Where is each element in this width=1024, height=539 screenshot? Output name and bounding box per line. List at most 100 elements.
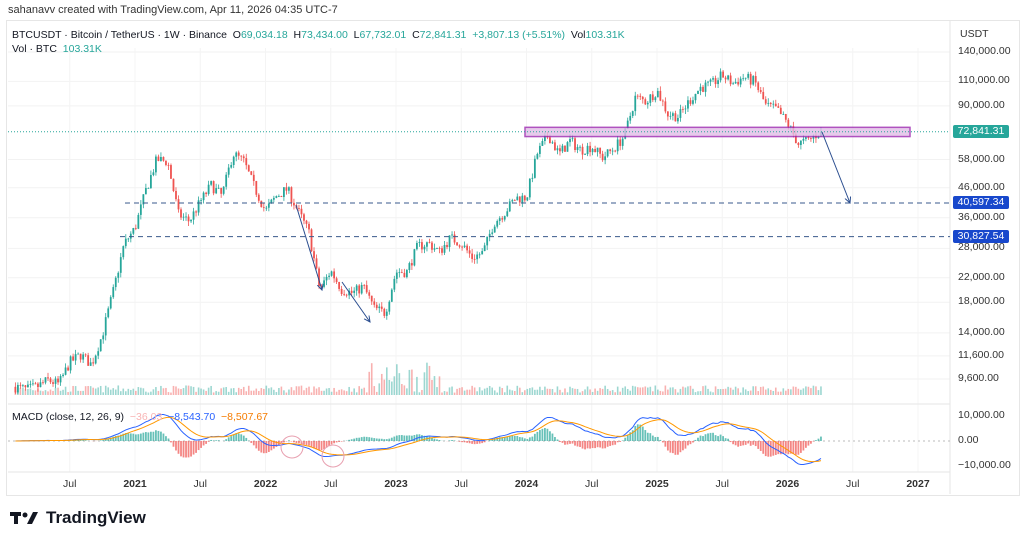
- x-tick-label: Jul: [715, 478, 729, 490]
- macd-histogram-bar: [817, 438, 820, 441]
- candle-body: [538, 145, 541, 154]
- macd-title[interactable]: MACD (close, 12, 26, 9): [12, 411, 125, 423]
- macd-histogram-bar: [205, 441, 208, 444]
- candle-body: [59, 376, 62, 383]
- candle-body: [581, 146, 584, 155]
- candle-body: [596, 147, 599, 153]
- candle-body: [769, 102, 772, 105]
- macd-histogram-bar: [754, 441, 757, 447]
- volume-bar: [52, 390, 54, 395]
- macd-histogram-bar: [556, 439, 559, 441]
- macd-histogram-bar: [810, 441, 812, 444]
- candle-body: [544, 135, 546, 141]
- volume-bar: [109, 389, 112, 395]
- volume-bar: [529, 388, 531, 395]
- volume-bar: [704, 385, 707, 395]
- x-tick-label: Jul: [846, 478, 860, 490]
- candle-body: [626, 120, 629, 129]
- volume-bar: [458, 387, 461, 395]
- macd-histogram-bar: [99, 440, 102, 441]
- volume-bar: [576, 388, 579, 395]
- macd-histogram-bar: [408, 435, 411, 441]
- volume-bar: [619, 391, 621, 395]
- macd-signal-value: −8,507.67: [221, 411, 269, 423]
- macd-histogram-bar: [400, 435, 403, 441]
- macd-histogram-bar: [496, 437, 499, 441]
- volume-bar: [258, 390, 260, 395]
- candle-body: [42, 382, 44, 384]
- volume-bar: [225, 387, 227, 395]
- macd-histogram-bar: [378, 438, 381, 441]
- volume-bar: [185, 385, 187, 395]
- candle-body: [54, 378, 57, 384]
- candle-body: [160, 156, 162, 161]
- candle-body: [554, 142, 556, 151]
- volume-bar: [810, 388, 812, 395]
- candle-body: [333, 271, 335, 279]
- volume-bar: [524, 390, 526, 395]
- volume-bar: [473, 387, 476, 395]
- volume-bar: [360, 388, 363, 395]
- tradingview-logo[interactable]: TradingView: [10, 508, 146, 528]
- volume-bar: [503, 392, 506, 395]
- macd-histogram-bar: [225, 439, 228, 441]
- candle-body: [147, 188, 150, 189]
- candle-body: [599, 147, 602, 154]
- candle-body: [511, 200, 514, 202]
- candle-body: [416, 242, 418, 250]
- candle-body: [767, 102, 770, 104]
- macd-histogram-bar: [313, 441, 315, 449]
- candle-body: [315, 258, 318, 269]
- volume-bar: [370, 363, 373, 395]
- volume-bar: [273, 389, 275, 395]
- candle-body: [486, 236, 489, 246]
- volume-bar: [112, 388, 115, 395]
- volume-indicator-label[interactable]: Vol · BTC: [12, 43, 57, 55]
- macd-histogram-bar: [235, 433, 238, 441]
- candle-body: [674, 113, 677, 122]
- candle-body: [503, 216, 506, 220]
- candle-body: [74, 354, 77, 361]
- macd-histogram-bar: [348, 439, 351, 441]
- volume-bar: [581, 391, 584, 395]
- macd-histogram-bar: [799, 441, 802, 453]
- candle-body: [687, 100, 689, 109]
- symbol-title[interactable]: BTCUSDT · Bitcoin / TetherUS · 1W · Bina…: [12, 29, 227, 41]
- candle-body: [79, 353, 82, 360]
- candle-body: [559, 148, 561, 152]
- macd-histogram-bar: [767, 441, 770, 457]
- macd-value: −8,543.70: [168, 411, 216, 423]
- candle-body: [528, 178, 531, 198]
- volume-bar: [471, 385, 473, 395]
- candle-body: [451, 234, 453, 236]
- macd-histogram-bar: [197, 441, 200, 451]
- candle-body: [609, 149, 612, 152]
- volume-bar: [483, 388, 486, 395]
- macd-histogram-bar: [293, 441, 295, 443]
- macd-histogram-bar: [506, 436, 509, 441]
- y-tick-label: 140,000.00: [958, 45, 1011, 57]
- candle-body: [428, 242, 431, 244]
- macd-histogram-bar: [656, 436, 659, 441]
- volume-bar: [689, 385, 692, 395]
- x-tick-label: 2025: [645, 478, 669, 490]
- candle-body: [493, 226, 496, 233]
- volume-bar: [747, 391, 749, 395]
- macd-histogram-bar: [483, 441, 486, 443]
- candle-body: [375, 304, 378, 309]
- volume-bar: [247, 385, 250, 395]
- volume-bar: [800, 389, 802, 395]
- macd-histogram-bar: [390, 437, 393, 441]
- volume-bar: [641, 387, 644, 395]
- macd-histogram-bar: [541, 428, 544, 441]
- macd-histogram-bar: [661, 441, 664, 443]
- currency-label[interactable]: USDT: [960, 28, 989, 40]
- volume-bar: [200, 388, 202, 395]
- candle-body: [393, 278, 396, 290]
- volume-bar: [807, 386, 810, 395]
- candle-body: [644, 99, 647, 105]
- macd-histogram-bar: [631, 430, 634, 441]
- macd-histogram-bar: [363, 436, 366, 441]
- candle-body: [383, 308, 386, 316]
